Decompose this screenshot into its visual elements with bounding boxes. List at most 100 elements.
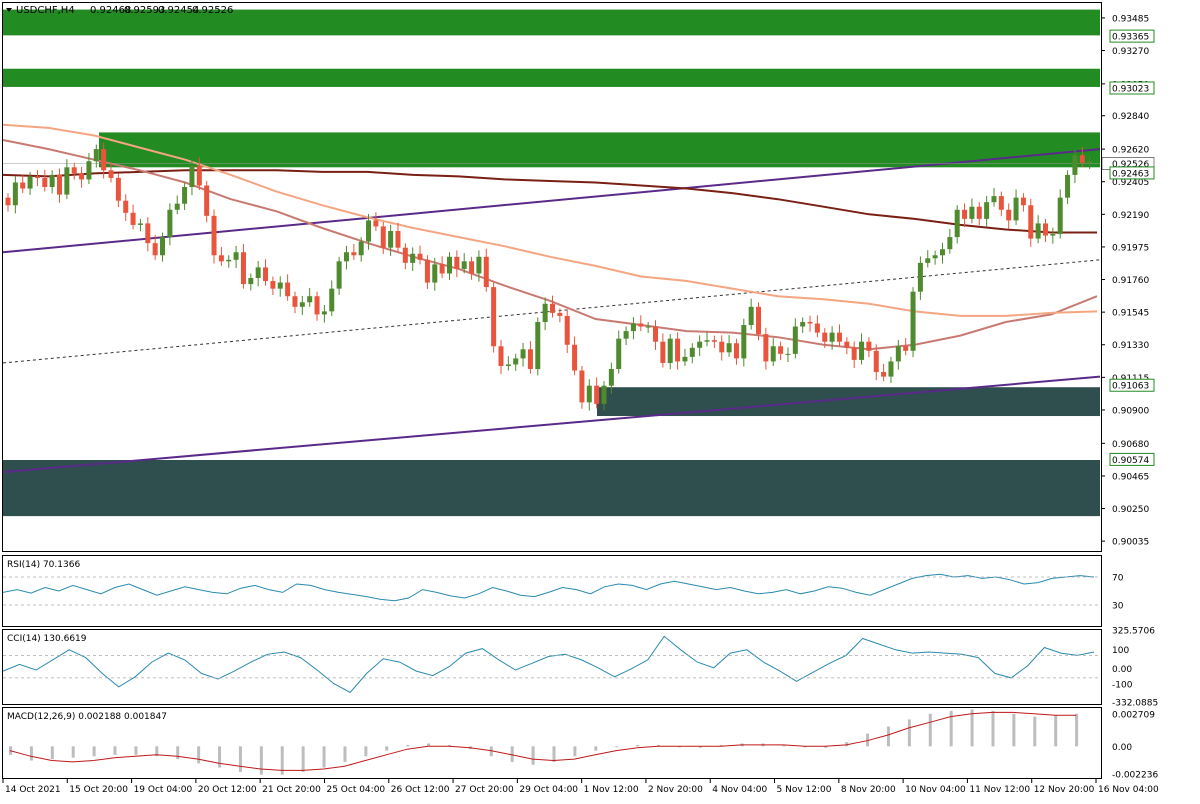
candle[interactable] xyxy=(263,259,269,286)
candle[interactable] xyxy=(108,162,114,183)
candle[interactable] xyxy=(660,333,666,368)
candle[interactable] xyxy=(836,324,842,347)
candle[interactable] xyxy=(1072,148,1078,184)
candle[interactable] xyxy=(1087,156,1093,170)
candle[interactable] xyxy=(1057,189,1063,239)
candle[interactable] xyxy=(285,274,291,301)
candle[interactable] xyxy=(675,332,681,370)
candle[interactable] xyxy=(402,243,408,270)
candle[interactable] xyxy=(491,282,497,353)
candle[interactable] xyxy=(42,169,48,192)
candle[interactable] xyxy=(145,217,151,252)
candle[interactable] xyxy=(564,309,570,353)
candle[interactable] xyxy=(498,339,504,375)
candle[interactable] xyxy=(12,176,18,214)
candle[interactable] xyxy=(939,242,945,264)
candle[interactable] xyxy=(329,280,335,316)
candle[interactable] xyxy=(336,256,342,296)
candle[interactable] xyxy=(601,381,607,411)
candle[interactable] xyxy=(785,347,791,363)
candle[interactable] xyxy=(623,326,629,346)
candle[interactable] xyxy=(594,377,600,409)
candle[interactable] xyxy=(741,318,747,367)
candle[interactable] xyxy=(704,332,710,347)
candle[interactable] xyxy=(866,337,872,358)
candle[interactable] xyxy=(711,335,717,349)
candle[interactable] xyxy=(79,167,85,188)
candle[interactable] xyxy=(343,245,349,270)
candle[interactable] xyxy=(446,252,452,280)
candle[interactable] xyxy=(1028,198,1034,247)
candle[interactable] xyxy=(748,298,754,330)
candle[interactable] xyxy=(689,343,695,364)
candle[interactable] xyxy=(888,356,894,383)
candle[interactable] xyxy=(807,315,813,332)
candle[interactable] xyxy=(895,339,901,370)
candle[interactable] xyxy=(645,321,651,333)
candle[interactable] xyxy=(395,222,401,253)
candle[interactable] xyxy=(483,248,489,292)
candle[interactable] xyxy=(34,170,40,187)
candle[interactable] xyxy=(469,256,475,280)
candle[interactable] xyxy=(299,295,305,316)
candle[interactable] xyxy=(630,317,636,340)
candle[interactable] xyxy=(1042,218,1048,242)
candle[interactable] xyxy=(682,348,688,366)
candle[interactable] xyxy=(321,305,327,323)
candle[interactable] xyxy=(756,302,762,341)
candle[interactable] xyxy=(307,288,313,307)
candle[interactable] xyxy=(417,245,423,265)
candle[interactable] xyxy=(233,245,239,269)
candle[interactable] xyxy=(380,221,386,255)
candle[interactable] xyxy=(248,273,254,291)
candle[interactable] xyxy=(638,315,644,332)
candle[interactable] xyxy=(608,362,614,394)
candle[interactable] xyxy=(822,328,828,349)
candle[interactable] xyxy=(925,250,931,268)
candle[interactable] xyxy=(1020,193,1026,212)
candle[interactable] xyxy=(167,203,173,246)
candle[interactable] xyxy=(115,173,121,208)
candle[interactable] xyxy=(174,195,180,215)
candle[interactable] xyxy=(439,256,445,279)
candle[interactable] xyxy=(903,338,909,356)
candle[interactable] xyxy=(196,157,202,191)
candle[interactable] xyxy=(351,244,357,260)
candle[interactable] xyxy=(226,255,232,268)
candle[interactable] xyxy=(844,337,850,355)
candle[interactable] xyxy=(20,174,26,194)
candle[interactable] xyxy=(910,287,916,358)
candle[interactable] xyxy=(123,194,129,221)
candle[interactable] xyxy=(800,317,806,333)
candle[interactable] xyxy=(476,250,482,282)
candle[interactable] xyxy=(653,320,659,350)
candle[interactable] xyxy=(792,318,798,359)
candle[interactable] xyxy=(160,232,166,262)
candle[interactable] xyxy=(130,204,136,230)
candle[interactable] xyxy=(93,144,99,168)
candle[interactable] xyxy=(778,341,784,361)
candle[interactable] xyxy=(5,193,11,212)
candle[interactable] xyxy=(962,203,968,228)
candle[interactable] xyxy=(1065,170,1071,205)
candle[interactable] xyxy=(152,234,158,260)
candle[interactable] xyxy=(240,244,246,289)
candle[interactable] xyxy=(586,379,592,411)
candle[interactable] xyxy=(947,228,953,254)
candle[interactable] xyxy=(1035,215,1041,244)
candle[interactable] xyxy=(550,295,555,318)
candle[interactable] xyxy=(814,315,820,338)
candle[interactable] xyxy=(432,257,438,291)
candle[interactable] xyxy=(182,182,188,211)
candle[interactable] xyxy=(969,198,975,224)
candle[interactable] xyxy=(667,334,673,370)
candles-layer[interactable] xyxy=(5,142,1093,411)
candle[interactable] xyxy=(557,308,563,323)
candle[interactable] xyxy=(616,330,622,374)
candle[interactable] xyxy=(851,341,857,369)
candle[interactable] xyxy=(218,247,224,266)
candle[interactable] xyxy=(763,327,769,370)
candle[interactable] xyxy=(49,170,55,194)
candle[interactable] xyxy=(57,168,63,203)
